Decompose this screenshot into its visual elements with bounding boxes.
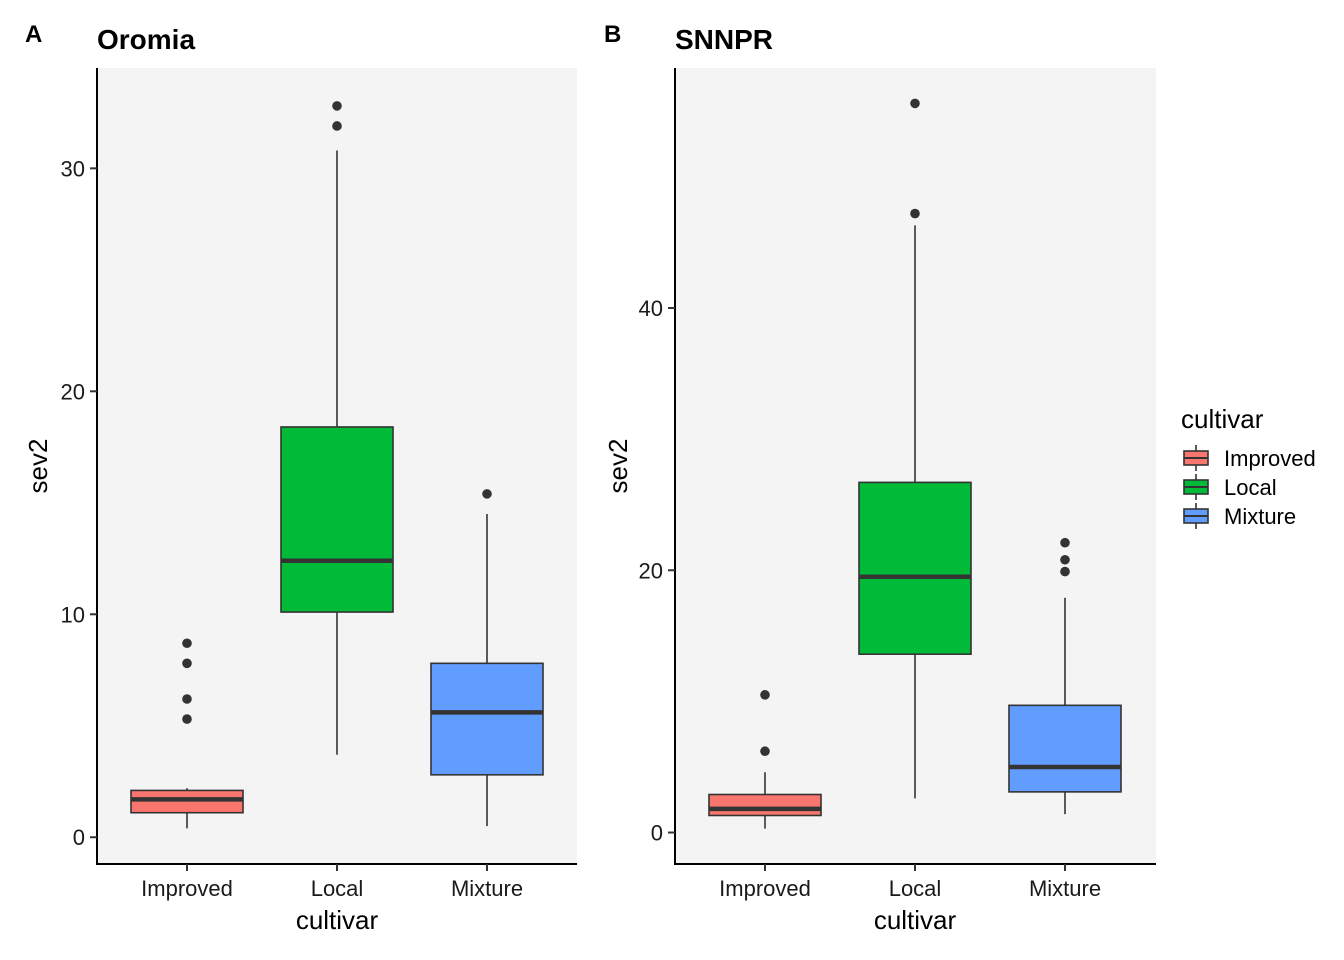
outlier-point-local-oromia-0 [332,121,342,131]
y-ticks-oromia: 0 10 20 30 [61,156,97,850]
outlier-point-mixture-snnpr-1 [1060,554,1070,565]
y-tick-label-10: 10 [61,602,85,627]
panel-tag-b: B [604,21,621,48]
panel-title-snnpr: SNNPR [675,24,773,55]
outlier-point-improved-oromia-2 [182,658,192,669]
x-tick-label-improved: Improved [141,876,233,901]
x-ticks-oromia: Improved Local Mixture [141,864,523,901]
box-mixture-oromia [430,662,544,776]
outlier-point-improved-snnpr-1 [760,690,770,700]
outlier-point-local-snnpr-0 [910,208,920,219]
panel-title-oromia: Oromia [97,24,195,55]
x-tick-label-mixture: Mixture [1029,876,1101,901]
legend-label-mixture: Mixture [1224,504,1296,529]
x-tick-label-mixture: Mixture [451,876,523,901]
legend-label-local: Local [1224,475,1277,500]
y-tick-label-0: 0 [73,825,85,850]
y-tick-label-0: 0 [651,821,663,846]
legend-items: Improved Local Mixture [1183,445,1316,529]
outlier-point-mixture-snnpr-2 [1060,537,1070,548]
box-local-snnpr [858,481,972,655]
y-tick-label-20: 20 [639,558,663,583]
x-tick-label-improved: Improved [719,876,811,901]
panel-oromia: A Oromia 0 10 20 30 Improved Local Mixture cu… [23,21,577,935]
x-axis-title-oromia: cultivar [296,905,379,935]
y-tick-label-20: 20 [61,379,85,404]
y-tick-label-40: 40 [639,296,663,321]
outlier-point-improved-oromia-3 [182,638,192,649]
outlier-point-local-oromia-1 [332,101,342,111]
x-tick-label-local: Local [889,876,942,901]
outlier-point-improved-oromia-0 [182,714,192,724]
y-axis-title-oromia: sev2 [23,439,53,494]
x-ticks-snnpr: Improved Local Mixture [719,864,1101,901]
box-mixture-snnpr [1008,704,1122,793]
box-local-oromia [280,426,394,613]
outlier-point-improved-oromia-1 [182,694,192,704]
outlier-point-mixture-snnpr-0 [1060,566,1070,577]
box-improved-snnpr [708,793,822,817]
legend: cultivar Improved Local Mixture [1181,404,1316,529]
outlier-point-improved-snnpr-0 [760,746,770,757]
panel-tag-a: A [25,21,42,48]
y-axis-title-snnpr: sev2 [603,439,633,494]
outlier-point-mixture-oromia-0 [482,489,492,499]
y-tick-label-30: 30 [61,156,85,181]
box-marks-oromia [130,101,544,829]
y-ticks-snnpr: 0 20 40 [639,296,675,846]
legend-label-improved: Improved [1224,446,1316,471]
x-axis-title-snnpr: cultivar [874,905,957,935]
legend-title: cultivar [1181,404,1264,434]
outlier-point-local-snnpr-1 [910,98,920,109]
x-tick-label-local: Local [311,876,364,901]
box-marks-snnpr [708,98,1122,829]
panel-snnpr: B SNNPR 0 20 40 Improved Local Mixture culti… [603,21,1156,935]
